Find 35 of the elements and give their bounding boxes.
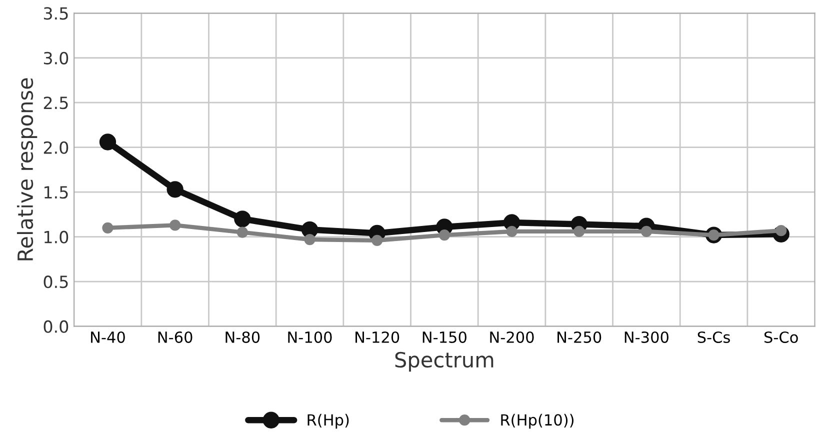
x-tick-label: N-120: [356, 331, 400, 343]
point: [574, 226, 585, 238]
point: [99, 134, 116, 150]
point: [236, 226, 248, 238]
x-tick-label: N-250: [558, 331, 602, 343]
point: [170, 220, 181, 231]
y-tick-label: 2.0: [44, 141, 68, 154]
x-tick-label: N-40: [91, 331, 125, 343]
y-tick-label: 3.5: [44, 7, 68, 20]
point: [304, 234, 316, 246]
legend-label: R(Hp(10)): [501, 414, 574, 429]
point: [166, 181, 184, 198]
x-tick-label: N-150: [422, 331, 466, 343]
x-tick-label: S-Co: [764, 331, 798, 343]
y-tick-label: 1.5: [44, 186, 68, 199]
y-tick-label: 0.0: [44, 320, 68, 333]
point: [372, 234, 383, 246]
y-tick-label: 1.0: [44, 230, 68, 244]
x-tick-label: N-200: [490, 331, 534, 343]
y-tick-label: 0.5: [44, 276, 68, 288]
point: [234, 210, 251, 228]
point: [102, 222, 114, 234]
x-tick-label: N-60: [158, 331, 192, 343]
y-axis-title: Relative response: [16, 78, 38, 260]
x-tick-label: N-80: [226, 331, 260, 343]
y-tick-label: 3.0: [44, 52, 68, 64]
x-tick-label: S-Cs: [698, 331, 730, 343]
point: [640, 226, 652, 238]
x-tick-label: N-100: [288, 331, 332, 343]
y-tick-label: 2.5: [44, 96, 68, 110]
x-axis-title: Spectrum: [395, 352, 494, 372]
legend-label: R(Hp): [308, 414, 349, 429]
x-tick-label: N-300: [624, 331, 668, 343]
point: [438, 229, 450, 241]
point: [506, 226, 518, 238]
